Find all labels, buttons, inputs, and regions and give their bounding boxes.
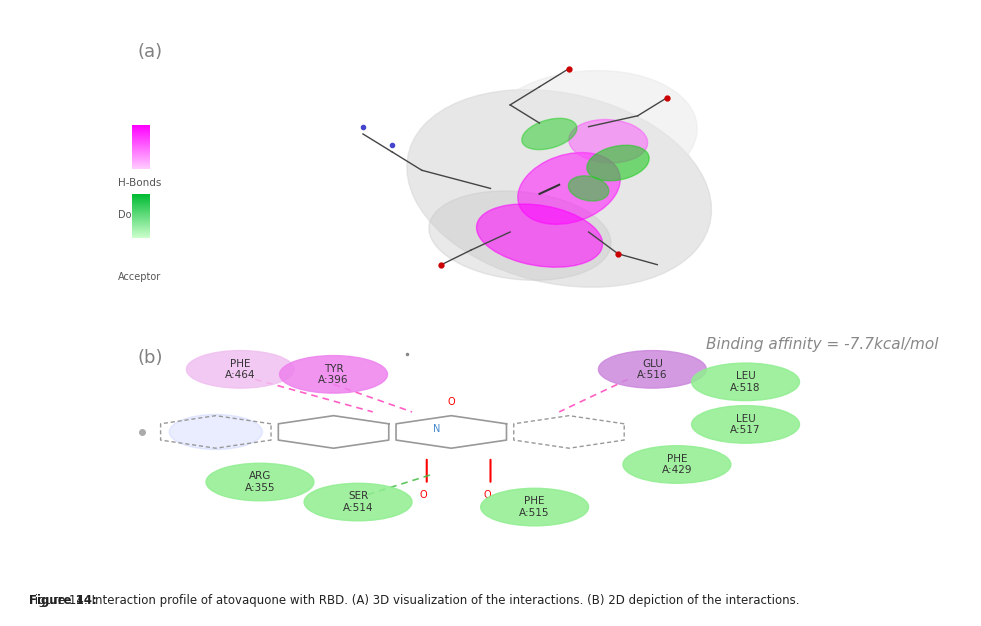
Text: ARG
A:355: ARG A:355 — [244, 471, 276, 493]
Ellipse shape — [518, 153, 620, 224]
Text: Acceptor: Acceptor — [118, 272, 161, 282]
Ellipse shape — [569, 120, 647, 163]
Ellipse shape — [429, 191, 611, 280]
Text: TYR
A:396: TYR A:396 — [318, 364, 349, 385]
Ellipse shape — [587, 145, 649, 181]
Text: LEU
A:518: LEU A:518 — [730, 371, 761, 393]
Ellipse shape — [481, 488, 589, 526]
Ellipse shape — [692, 406, 800, 443]
Text: Binding affinity = -7.7kcal/mol: Binding affinity = -7.7kcal/mol — [706, 337, 939, 352]
Ellipse shape — [568, 176, 609, 201]
Text: Figure 14:: Figure 14: — [29, 594, 97, 607]
Ellipse shape — [522, 118, 577, 150]
Ellipse shape — [407, 90, 711, 287]
Text: N: N — [433, 424, 440, 434]
Ellipse shape — [304, 483, 412, 521]
Ellipse shape — [477, 204, 602, 267]
Text: PHE
A:429: PHE A:429 — [661, 454, 693, 475]
Ellipse shape — [480, 71, 697, 197]
Text: SER
A:514: SER A:514 — [342, 491, 374, 513]
Ellipse shape — [280, 356, 387, 393]
Text: PHE
A:464: PHE A:464 — [225, 359, 256, 380]
Text: Donor: Donor — [118, 210, 147, 220]
Text: O: O — [420, 490, 428, 500]
Text: O: O — [447, 397, 455, 407]
Ellipse shape — [692, 363, 800, 401]
Ellipse shape — [598, 351, 706, 388]
Text: GLU
A:516: GLU A:516 — [637, 359, 668, 380]
Text: (a): (a) — [137, 43, 163, 61]
Text: Figure 14: Interaction profile of atovaquone with RBD. (A) 3D visualization of t: Figure 14: Interaction profile of atovaq… — [29, 594, 800, 607]
Text: LEU
A:517: LEU A:517 — [730, 414, 761, 435]
Text: O: O — [484, 490, 491, 500]
Text: H-Bonds: H-Bonds — [118, 178, 161, 188]
Text: (b): (b) — [137, 349, 163, 367]
Ellipse shape — [623, 446, 731, 483]
Text: PHE
A:515: PHE A:515 — [519, 496, 550, 518]
Ellipse shape — [206, 463, 314, 501]
Ellipse shape — [186, 351, 294, 388]
Ellipse shape — [169, 414, 263, 449]
